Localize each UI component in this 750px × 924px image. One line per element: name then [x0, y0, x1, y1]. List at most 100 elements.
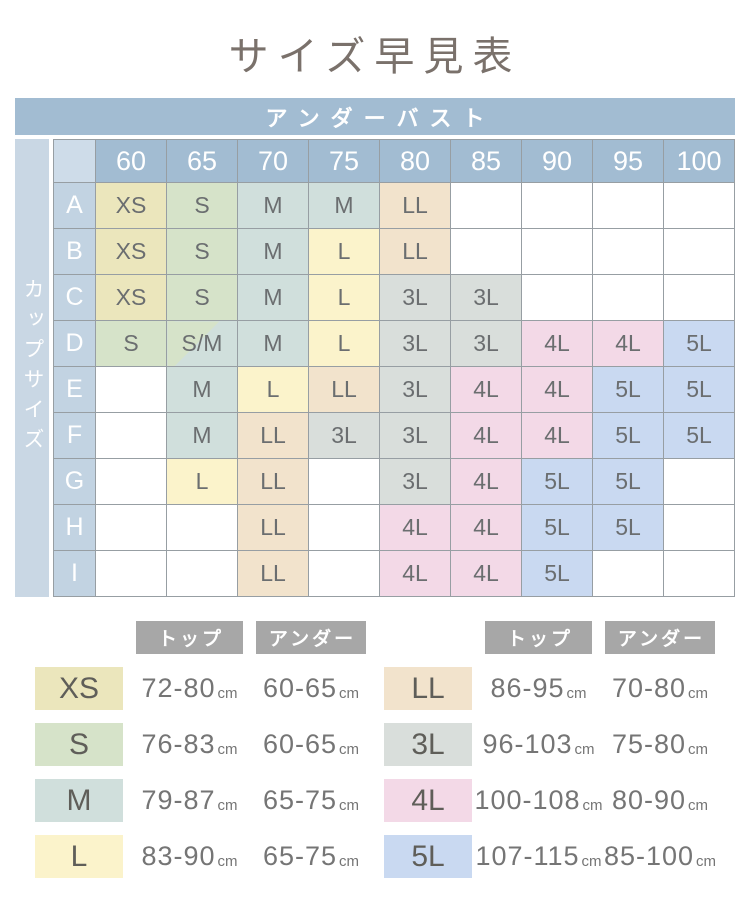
size-cell: L	[308, 274, 380, 321]
size-cell: M	[166, 366, 238, 413]
legend-top-value: 107-115 cm	[475, 841, 602, 871]
cup-row-header: E	[53, 366, 96, 413]
size-cell: 5L	[592, 366, 664, 413]
size-cell: M	[237, 320, 309, 367]
cup-row-header: H	[53, 504, 96, 551]
unit-label: cm	[217, 685, 238, 702]
size-cell: L	[166, 458, 238, 505]
size-cell: LL	[237, 504, 309, 551]
underbust-col-header: 65	[166, 139, 238, 183]
unit-label: cm	[582, 797, 603, 814]
underbust-col-header: 60	[95, 139, 167, 183]
size-cell: LL	[237, 412, 309, 459]
size-chart: アンダーバスト カップサイズ 60 65 70 75 80 85 90 95 100 A XS S M…	[15, 98, 735, 597]
underbust-col-header: 70	[237, 139, 309, 183]
size-cell: 4L	[379, 550, 451, 597]
size-grid-row: A XS S M M LL	[53, 182, 735, 229]
size-cell: XS	[95, 182, 167, 229]
size-cell	[166, 550, 238, 597]
legend-top-value: 86-95 cm	[490, 673, 587, 703]
size-grid-row: G L LL 3L 4L 5L 5L	[53, 458, 735, 505]
underbust-header-band: アンダーバスト	[15, 98, 735, 135]
size-cell: M	[237, 228, 309, 275]
unit-label: cm	[217, 741, 238, 758]
size-grid-row: F M LL 3L 3L 4L 4L 5L 5L	[53, 412, 735, 459]
legend-size-label: LL	[384, 667, 472, 710]
size-cell: LL	[379, 228, 451, 275]
size-cell: 5L	[592, 458, 664, 505]
cup-row-header: B	[53, 228, 96, 275]
size-cell: 4L	[450, 366, 522, 413]
legend-col-header: アンダー	[605, 621, 715, 654]
unit-label: cm	[574, 741, 595, 758]
legend-top-value: 72-80 cm	[141, 673, 238, 703]
page-title: サイズ早見表	[228, 35, 522, 79]
cup-row-header: F	[53, 412, 96, 459]
size-cell: 4L	[521, 412, 593, 459]
size-cell	[95, 550, 167, 597]
underbust-col-header: 85	[450, 139, 522, 183]
size-grid-row: B XS S M L LL	[53, 228, 735, 275]
legend-right: トップ アンダー LL 86-95 cm 70-80 cm 3L 96-103 cm 75-80 cm…	[384, 611, 717, 878]
size-cell: M	[308, 182, 380, 229]
size-cell	[592, 182, 664, 229]
size-cell: 3L	[379, 320, 451, 367]
size-cell: S	[166, 274, 238, 321]
size-cell: M	[237, 182, 309, 229]
legend-top-value: 79-87 cm	[141, 785, 238, 815]
size-cell	[95, 366, 167, 413]
size-cell: LL	[308, 366, 380, 413]
size-cell	[308, 550, 380, 597]
legend-top-value: 100-108 cm	[474, 785, 603, 815]
size-cell: 4L	[379, 504, 451, 551]
cup-size-vertical-label: カップサイズ	[15, 139, 49, 597]
size-cell	[663, 274, 735, 321]
size-cell: 3L	[308, 412, 380, 459]
size-cell: LL	[237, 458, 309, 505]
size-cell: 5L	[592, 412, 664, 459]
underbust-col-header: 75	[308, 139, 380, 183]
size-cell: 5L	[592, 504, 664, 551]
size-grid-table: 60 65 70 75 80 85 90 95 100 A XS S M M LL B XS S M L LL C XS S…	[53, 139, 735, 597]
size-cell	[663, 504, 735, 551]
size-cell	[521, 274, 593, 321]
size-cell: 4L	[521, 366, 593, 413]
size-cell	[521, 182, 593, 229]
size-cell: M	[237, 274, 309, 321]
legend-under-value: 70-80 cm	[611, 673, 709, 703]
size-cell: 4L	[450, 550, 522, 597]
legend-header-spacer	[35, 621, 123, 654]
size-cell: 3L	[379, 458, 451, 505]
size-cell	[166, 504, 238, 551]
size-grid-row: H LL 4L 4L 5L 5L	[53, 504, 735, 551]
size-cell	[663, 182, 735, 229]
size-cell: 5L	[663, 320, 735, 367]
cup-row-header: G	[53, 458, 96, 505]
underbust-col-header: 100	[663, 139, 735, 183]
size-legends: トップ アンダー XS 72-80 cm 60-65 cm S 76-83 cm 60-65 cm M 7…	[0, 611, 750, 878]
size-cell: 4L	[450, 504, 522, 551]
corner-cell	[53, 139, 96, 183]
size-grid-body: A XS S M M LL B XS S M L LL C XS S M L 3L 3L D S S/M M L 3L 3L 4L 4…	[53, 182, 735, 597]
size-cell	[592, 550, 664, 597]
legend-under-value: 60-65 cm	[262, 673, 360, 703]
size-cell: 5L	[521, 550, 593, 597]
size-grid-row: I LL 4L 4L 5L	[53, 550, 735, 597]
legend-col-header: トップ	[136, 621, 243, 654]
size-cell: 5L	[663, 412, 735, 459]
unit-label: cm	[339, 797, 360, 814]
unit-label: cm	[566, 685, 587, 702]
size-cell: 3L	[379, 366, 451, 413]
legend-col-header: トップ	[485, 621, 592, 654]
size-cell	[95, 412, 167, 459]
size-cell	[450, 182, 522, 229]
size-cell: 5L	[521, 458, 593, 505]
unit-label: cm	[688, 685, 709, 702]
size-cell	[663, 458, 735, 505]
size-cell: 4L	[450, 412, 522, 459]
size-cell: S	[166, 228, 238, 275]
legend-under-value: 85-100 cm	[603, 841, 717, 871]
unit-label: cm	[339, 853, 360, 870]
size-cell: 3L	[450, 274, 522, 321]
size-grid-row: E M L LL 3L 4L 4L 5L 5L	[53, 366, 735, 413]
